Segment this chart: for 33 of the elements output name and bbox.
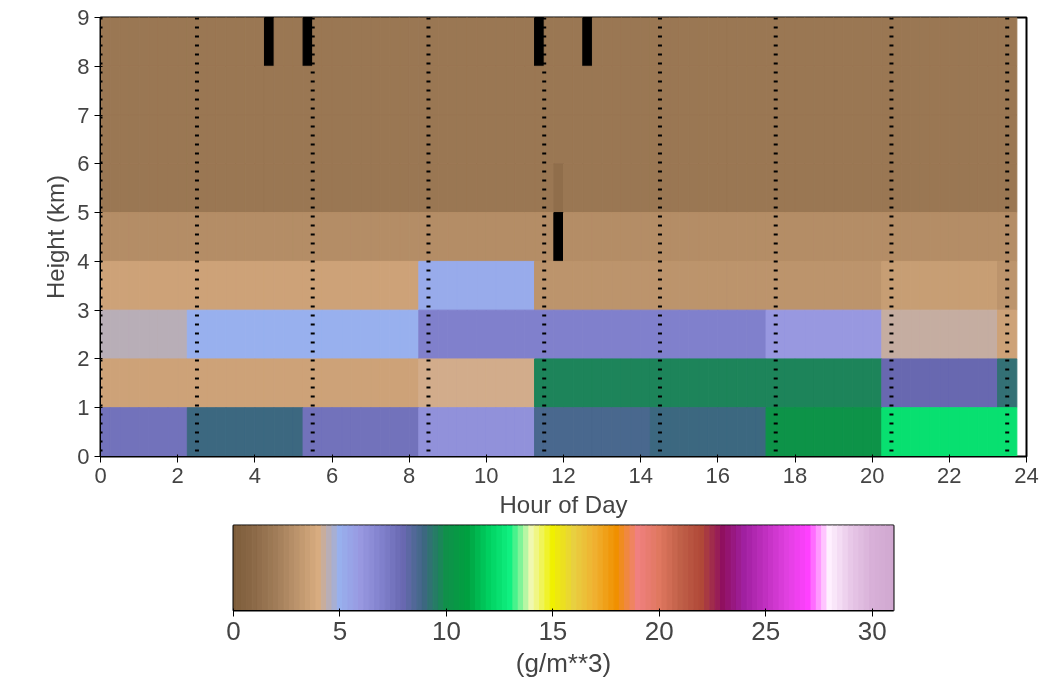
color-bar-label: 20 xyxy=(644,615,674,646)
color-bar-label: 30 xyxy=(857,615,887,646)
y-tick-label: 2 xyxy=(77,346,90,372)
color-bar-label: 0 xyxy=(226,615,241,646)
x-tick-label: 18 xyxy=(782,462,808,488)
color-bar-label: 15 xyxy=(538,615,568,646)
x-tick-label: 14 xyxy=(628,462,653,488)
y-tick-label: 1 xyxy=(77,395,90,421)
color-bar-label: 10 xyxy=(431,615,461,646)
x-tick-label: 8 xyxy=(403,462,416,488)
color-bar-label: 5 xyxy=(332,615,348,646)
y-tick-label: 4 xyxy=(77,248,90,274)
y-tick-label: 5 xyxy=(77,200,90,226)
y-tick-label: 9 xyxy=(77,5,90,30)
y-tick-label: 8 xyxy=(77,53,90,79)
y-tick-label: 7 xyxy=(77,102,90,128)
x-tick-label: 16 xyxy=(705,462,731,488)
x-axis-title: Hour of Day xyxy=(499,490,628,518)
x-tick-label: 0 xyxy=(94,462,107,488)
color-bar-label: 25 xyxy=(751,615,781,646)
x-tick-label: 24 xyxy=(1014,462,1039,488)
x-tick-label: 4 xyxy=(248,462,261,488)
y-tick-label: 0 xyxy=(77,444,90,469)
x-tick-label: 20 xyxy=(859,462,885,488)
x-tick-label: 10 xyxy=(474,462,499,488)
x-tick-label: 12 xyxy=(551,462,576,488)
color-bar-title: (g/m**3) xyxy=(515,647,612,678)
x-tick-label: 6 xyxy=(325,462,339,488)
y-tick-label: 3 xyxy=(77,297,90,323)
y-tick-label: 6 xyxy=(77,151,90,177)
x-tick-label: 2 xyxy=(171,462,184,488)
y-axis-title: Height (km) xyxy=(42,174,70,300)
x-tick-label: 22 xyxy=(937,462,962,488)
